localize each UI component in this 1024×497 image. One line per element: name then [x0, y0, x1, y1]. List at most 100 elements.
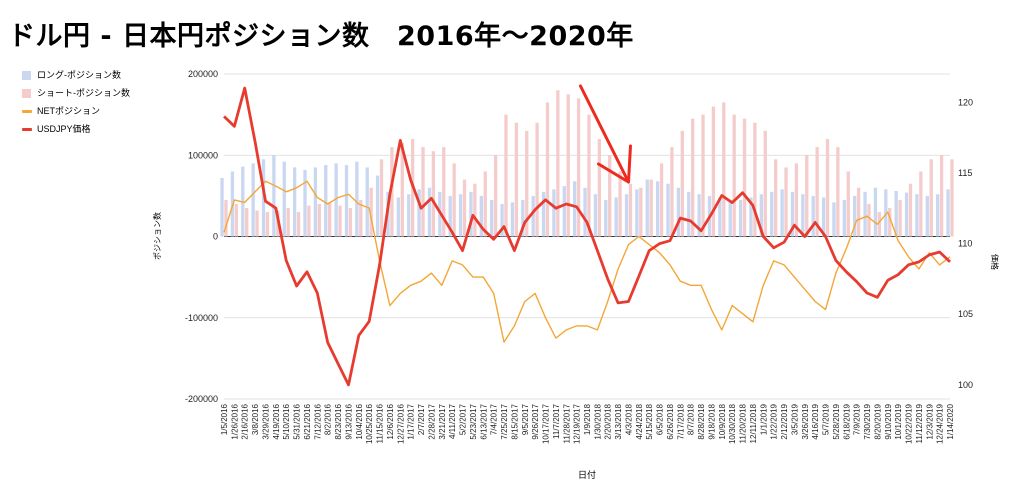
long-bar	[344, 165, 349, 237]
x-tick-label: 6/5/2018	[656, 403, 665, 435]
x-tick-label: 1/14/2020	[946, 403, 955, 439]
short-bar	[307, 205, 311, 237]
short-bar	[898, 199, 902, 237]
x-tick-label: 8/20/2019	[873, 403, 882, 439]
long-bar	[292, 167, 297, 237]
legend-item-long: ロング-ポジション数	[22, 66, 130, 84]
long-bar	[458, 194, 463, 237]
short-bar	[794, 163, 799, 237]
legend-label-long: ロング-ポジション数	[37, 70, 121, 80]
x-tick-label: 10/17/2017	[542, 403, 551, 444]
y-tick-left-label: 100000	[188, 150, 218, 160]
long-bar	[251, 163, 255, 237]
long-bar	[396, 197, 401, 237]
short-bar	[846, 171, 850, 237]
x-tick-label: 5/23/2017	[469, 403, 478, 439]
long-bar	[365, 167, 369, 237]
long-bar	[749, 197, 753, 237]
short-bar	[587, 114, 591, 237]
arrow-shaft	[578, 84, 630, 184]
x-tick-label: 3/13/2018	[614, 403, 623, 439]
long-bar	[469, 191, 473, 237]
legend-item-usdjpy: USDJPY価格	[22, 120, 130, 138]
y-tick-right-label: 105	[958, 309, 973, 319]
long-bar	[448, 195, 452, 237]
short-bar	[369, 187, 373, 237]
short-bar	[421, 147, 425, 237]
x-tick-label: 10/25/2016	[365, 403, 374, 444]
long-bar	[593, 194, 598, 237]
short-bar	[390, 147, 394, 237]
short-bar	[628, 183, 633, 237]
x-tick-label: 3/29/2016	[261, 403, 270, 439]
short-bar	[939, 155, 944, 237]
long-bar	[666, 183, 670, 237]
short-bar	[919, 171, 923, 237]
position-bars	[220, 90, 954, 237]
long-bar	[655, 181, 660, 237]
x-tick-label: 8/23/2016	[334, 403, 343, 439]
x-tick-label: 11/15/2016	[376, 403, 385, 443]
y-tick-right-label: 120	[958, 97, 973, 107]
short-bar	[722, 102, 726, 237]
long-bar	[801, 194, 805, 237]
x-tick-label: 2/28/2017	[427, 403, 436, 439]
x-tick-label: 9/10/2019	[884, 403, 893, 439]
short-bar	[867, 204, 871, 237]
x-tick-label: 10/22/2019	[905, 403, 914, 444]
x-tick-label: 6/21/2016	[303, 403, 312, 439]
short-bar	[825, 139, 830, 237]
short-bar	[691, 118, 695, 237]
long-bar	[531, 195, 535, 237]
x-tick-label: 1/30/2018	[593, 403, 602, 439]
x-tick-label: 11/7/2017	[552, 403, 561, 439]
long-bar	[313, 167, 318, 237]
x-tick-label: 5/31/2016	[293, 403, 302, 439]
x-tick-label: 1/9/2018	[583, 403, 592, 435]
x-tick-label: 1/17/2017	[407, 403, 416, 439]
x-tick-label: 3/26/2019	[801, 403, 810, 439]
legend-label-usdjpy: USDJPY価格	[37, 124, 91, 134]
long-bar	[272, 155, 276, 237]
series-lines	[223, 86, 951, 387]
short-bar	[659, 163, 664, 237]
long-bar	[614, 197, 618, 237]
long-bar	[355, 161, 359, 237]
short-bar	[836, 147, 840, 237]
x-tick-label: 12/19/2017	[573, 403, 582, 444]
x-tick-label: 1/26/2016	[230, 403, 239, 439]
x-tick-label: 7/25/2017	[500, 403, 509, 439]
x-tick-label: 1/1/2019	[759, 403, 768, 435]
x-tick-label: 10/9/2018	[718, 403, 727, 439]
long-bar	[884, 189, 888, 237]
short-bar	[224, 199, 228, 237]
long-bar	[521, 199, 525, 237]
long-bar	[375, 175, 380, 237]
x-tick-label: 4/3/2018	[624, 403, 633, 435]
short-bar	[379, 159, 384, 237]
long-bar	[624, 194, 629, 237]
long-bar	[718, 197, 722, 237]
y-tick-left-label: -200000	[185, 394, 218, 404]
long-bar	[676, 187, 681, 237]
x-tick-label: 2/7/2017	[417, 403, 426, 435]
x-tick-label: 12/11/2018	[749, 403, 758, 443]
short-bar	[639, 187, 643, 237]
short-bar	[950, 159, 954, 237]
short-bar	[608, 155, 612, 237]
long-bar	[946, 189, 950, 237]
long-bar	[334, 163, 338, 237]
short-bar	[877, 212, 882, 237]
legend: ロング-ポジション数 ショート-ポジション数 NETポジション USDJPY価格	[22, 66, 130, 138]
short-bar	[773, 159, 778, 237]
short-bar	[431, 151, 436, 237]
y-tick-right-label: 110	[958, 239, 972, 249]
short-bar	[576, 98, 581, 237]
x-tick-label: 5/28/2019	[832, 403, 841, 439]
short-bar	[815, 147, 819, 237]
long-bar	[479, 195, 483, 237]
long-bar	[790, 191, 795, 237]
legend-item-short: ショート-ポジション数	[22, 84, 130, 102]
short-bar	[317, 204, 321, 237]
